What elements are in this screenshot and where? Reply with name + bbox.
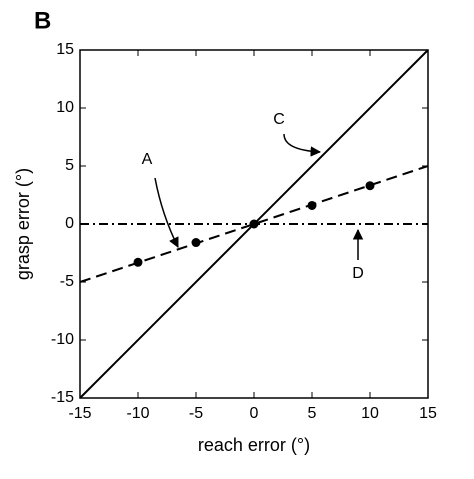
x-tick-label: 15 xyxy=(419,405,437,422)
x-tick-label: -10 xyxy=(126,405,149,422)
y-tick-label: 15 xyxy=(56,41,74,58)
y-tick-label: 10 xyxy=(56,99,74,116)
arrow xyxy=(283,133,322,157)
y-tick-label: -5 xyxy=(60,273,74,290)
x-tick-label: 5 xyxy=(308,405,317,422)
point xyxy=(307,200,317,210)
annotation: A xyxy=(142,151,153,168)
y-tick-label: 5 xyxy=(65,157,74,174)
point xyxy=(133,257,143,267)
panel-label: B xyxy=(34,7,51,34)
x-tick-label: -5 xyxy=(189,405,203,422)
x-tick-label: 10 xyxy=(361,405,379,422)
y-tick-label: -10 xyxy=(51,331,74,348)
annotation: D xyxy=(352,265,364,282)
y-tick-label: -15 xyxy=(51,389,74,406)
point xyxy=(249,219,259,229)
y-tick-label: 0 xyxy=(65,215,74,232)
x-tick-label: 0 xyxy=(250,405,259,422)
y-axis-label: grasp error (°) xyxy=(13,168,33,280)
arrow xyxy=(154,177,179,248)
x-tick-label: -15 xyxy=(68,405,91,422)
annotation: C xyxy=(273,111,285,128)
point xyxy=(191,238,201,248)
point xyxy=(365,181,375,191)
x-axis-label: reach error (°) xyxy=(198,435,310,455)
